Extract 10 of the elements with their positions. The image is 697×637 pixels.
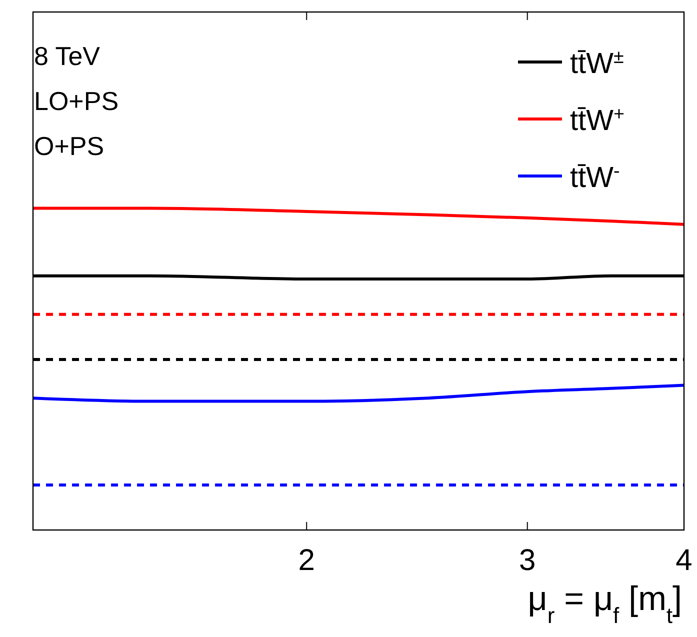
x-axis-title: μ$_{r}$ = μ$_{f}$ [m$_{t}$]	[528, 580, 682, 628]
text: O+PS	[34, 131, 104, 161]
text: 8 TeV	[34, 41, 101, 71]
text: LO+PS	[34, 86, 119, 116]
x-tick-label: 4	[676, 544, 692, 577]
legend-label: tt̄W$^{+}$	[570, 102, 625, 137]
legend-label: tt̄W$^{±}$	[570, 46, 624, 80]
x-tick-label: 2	[298, 544, 315, 577]
x-tick-label: 3	[519, 544, 536, 577]
legend-label: tt̄W$^{-}$	[570, 160, 620, 194]
